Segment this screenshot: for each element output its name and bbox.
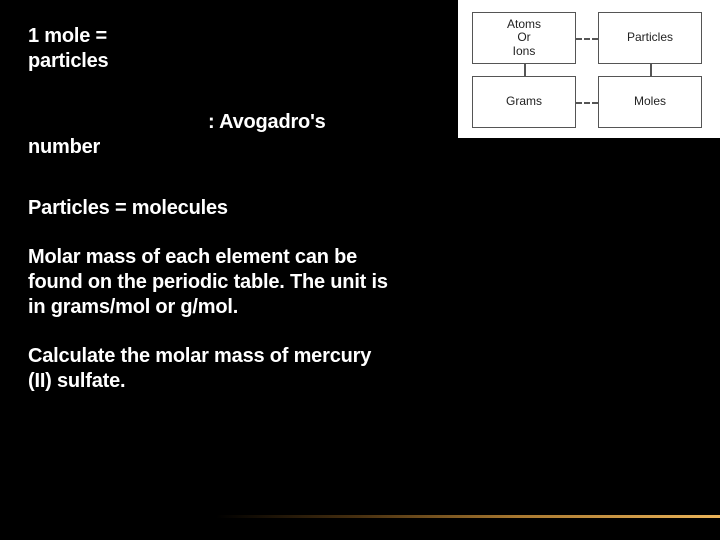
connector-top (576, 38, 598, 40)
grid-cell-atoms-ions: Atoms Or Ions (472, 12, 576, 64)
text-line: Atoms (507, 17, 541, 31)
connector-bottom (576, 102, 598, 104)
grid-cell-moles: Moles (598, 76, 702, 128)
text-line: 1 mole = (28, 25, 107, 47)
slide: 1 mole = particles : Avogadro's number P… (0, 0, 720, 540)
paragraph-molar-mass: Molar mass of each element can be found … (28, 245, 388, 320)
connector-left (524, 64, 526, 76)
text-line: number (28, 136, 100, 158)
concept-grid: Atoms Or Ions Particles Grams Moles (458, 0, 720, 138)
text-line-indented: : Avogadro's (28, 110, 388, 135)
connector-right (650, 64, 652, 76)
paragraph-particles-molecules: Particles = molecules (28, 196, 388, 221)
accent-bar (0, 515, 720, 518)
text-line: Or (517, 30, 530, 44)
slide-text: 1 mole = particles : Avogadro's number P… (28, 24, 388, 418)
paragraph-calculate: Calculate the molar mass of mercury (II)… (28, 344, 388, 394)
concept-grid-inner: Atoms Or Ions Particles Grams Moles (468, 10, 710, 128)
grid-cell-particles: Particles (598, 12, 702, 64)
paragraph-avogadro: : Avogadro's number (28, 110, 388, 160)
grid-cell-grams: Grams (472, 76, 576, 128)
text-line: particles (28, 50, 108, 72)
paragraph-mole-particles: 1 mole = particles (28, 24, 388, 74)
text-line: Ions (513, 44, 536, 58)
